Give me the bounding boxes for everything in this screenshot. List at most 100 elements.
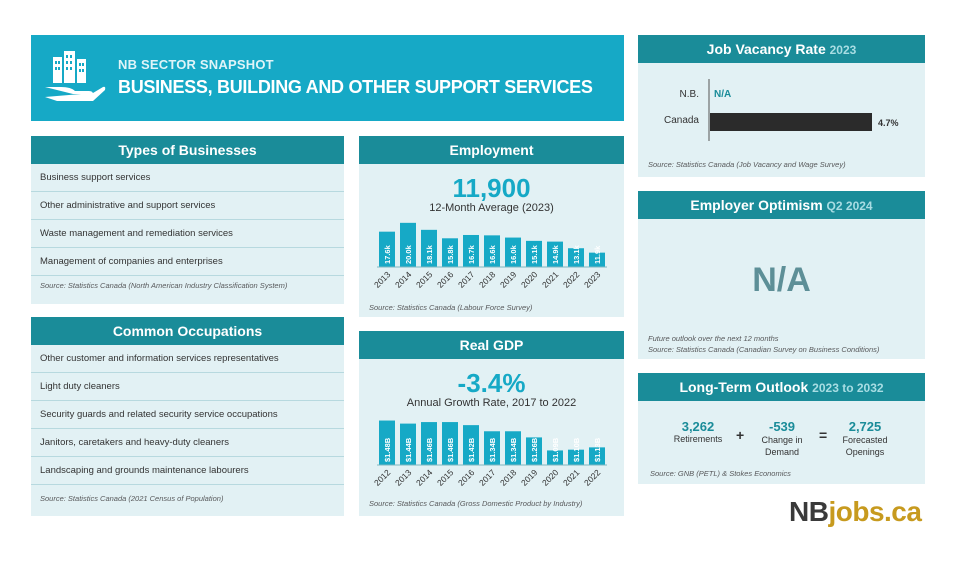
gdp-tick-label: 2021 [561, 467, 582, 488]
logo-jobs: jobs.ca [828, 496, 922, 527]
outlook-demand: -539 Change in Demand [750, 419, 814, 458]
vacancy-value-canada: 4.7% [878, 118, 899, 128]
gdp-tick-label: 2020 [540, 467, 561, 488]
types-heading: Types of Businesses [31, 136, 344, 164]
gdp-data-label: $1.09B [551, 437, 560, 462]
employment-data-label: 16.6k [488, 244, 497, 264]
list-item: Security guards and related security ser… [31, 401, 344, 429]
employment-bar [589, 252, 605, 267]
common-occupations-panel: Common Occupations Other customer and in… [31, 317, 344, 516]
buildings-in-hand-icon [45, 51, 106, 101]
gdp-tick-label: 2017 [477, 467, 498, 488]
outlook-source: Source: GNB (PETL) & Stokes Economics [650, 469, 791, 478]
long-term-outlook-panel: Long-Term Outlook 2023 to 2032 3,262 Ret… [638, 373, 925, 484]
demand-label-2: Demand [764, 447, 800, 457]
gdp-chart: $1.48B2012$1.44B2013$1.46B2014$1.46B2015… [372, 420, 607, 488]
optimism-heading: Employer Optimism Q2 2024 [638, 191, 925, 219]
employment-tick-label: 2020 [519, 269, 540, 290]
employment-bar [442, 238, 458, 267]
employment-data-label: 15.8k [446, 244, 455, 264]
employment-data-label: 16.0k [509, 244, 518, 264]
occupations-list: Other customer and information services … [31, 345, 344, 485]
employment-data-label: 15.1k [530, 244, 539, 264]
employment-value: 11,900 [452, 173, 531, 203]
demand-value: -539 [768, 419, 796, 434]
gdp-data-label: $1.42B [467, 437, 476, 462]
employment-bar [463, 234, 479, 267]
optimism-note: Future outlook over the next 12 months [648, 334, 779, 343]
employment-chart: 17.6k 2013 20.0k 2014 18.1k 2015 15.8k 2016 16.7… [372, 222, 607, 290]
list-item: Landscaping and grounds maintenance labo… [31, 457, 344, 485]
vacancy-chart: N.B. N/A Canada 4.7% [664, 79, 899, 141]
gdp-tick-label: 2022 [582, 467, 603, 488]
gdp-data-label: $1.13B [593, 437, 602, 462]
outlook-openings: 2,725 Forecasted Openings [832, 419, 898, 458]
employment-bar [568, 248, 584, 267]
occupations-source: Source: Statistics Canada (2021 Census o… [40, 494, 224, 503]
employment-bar [400, 222, 416, 267]
gdp-source: Source: Statistics Canada (Gross Domesti… [369, 499, 583, 508]
gdp-data-label: $1.34B [509, 437, 518, 462]
gdp-data-label: $1.34B [488, 437, 497, 462]
employment-bar [505, 237, 521, 267]
gdp-tick-label: 2012 [372, 467, 393, 488]
employment-tick-label: 2022 [561, 269, 582, 290]
gdp-caption: Annual Growth Rate, 2017 to 2022 [406, 397, 577, 409]
list-item: Other customer and information services … [31, 345, 344, 373]
vacancy-heading: Job Vacancy Rate 2023 [638, 35, 925, 63]
gdp-tick-label: 2014 [414, 467, 435, 488]
gdp-bar [547, 450, 563, 465]
list-item: Management of companies and enterprises [31, 248, 344, 276]
hero-banner: NB SECTOR SNAPSHOT BUSINESS, BUILDING AN… [31, 35, 624, 121]
optimism-heading-period: Q2 2024 [826, 199, 873, 213]
gdp-data-label: $1.44B [404, 437, 413, 462]
gdp-bar [421, 422, 437, 465]
list-item: Janitors, caretakers and heavy-duty clea… [31, 429, 344, 457]
job-vacancy-panel: Job Vacancy Rate 2023 N.B. N/A Canada 4.… [638, 35, 925, 177]
vacancy-heading-title: Job Vacancy Rate [706, 41, 826, 57]
gdp-value: -3.4% [457, 368, 526, 398]
gdp-tick-label: 2015 [435, 467, 456, 488]
gdp-data-label: $1.10B [572, 437, 581, 462]
gdp-bar [400, 423, 416, 465]
hero-title: BUSINESS, BUILDING AND OTHER SUPPORT SER… [118, 77, 593, 97]
outlook-heading: Long-Term Outlook 2023 to 2032 [638, 373, 925, 401]
plus-sign: + [736, 427, 745, 443]
employment-tick-label: 2015 [414, 269, 435, 290]
openings-label-2: Openings [845, 447, 885, 457]
retirements-value: 3,262 [681, 419, 715, 434]
gdp-bar [505, 431, 521, 465]
gdp-bar [379, 420, 395, 465]
real-gdp-panel: Real GDP -3.4% Annual Growth Rate, 2017 … [359, 331, 624, 516]
employment-tick-label: 2019 [498, 269, 519, 290]
vacancy-source: Source: Statistics Canada (Job Vacancy a… [648, 160, 846, 169]
employment-data-label: 14.9k [551, 244, 560, 264]
employment-bar [421, 229, 437, 267]
gdp-tick-label: 2019 [519, 467, 540, 488]
employment-data-label: 18.1k [425, 244, 434, 264]
equals-sign: = [819, 427, 828, 443]
employment-data-label: 17.6k [383, 244, 392, 264]
gdp-bar [463, 425, 479, 465]
gdp-data-label: $1.26B [530, 437, 539, 462]
employment-tick-label: 2023 [582, 269, 603, 290]
employment-caption: 12-Month Average (2023) [429, 202, 554, 214]
employment-bar [526, 240, 542, 267]
optimism-heading-title: Employer Optimism [690, 197, 823, 213]
hero-kicker: NB SECTOR SNAPSHOT [118, 57, 274, 72]
employment-tick-label: 2021 [540, 269, 561, 290]
employment-data-label: 13.1k [572, 244, 581, 264]
logo-nb: NB [789, 496, 829, 527]
optimism-source: Source: Statistics Canada (Canadian Surv… [648, 345, 880, 354]
list-item: Other administrative and support service… [31, 192, 344, 220]
types-list: Business support services Other administ… [31, 164, 344, 276]
gdp-tick-label: 2016 [456, 467, 477, 488]
employment-tick-label: 2013 [372, 269, 393, 290]
employment-data-label: 16.7k [467, 244, 476, 264]
list-item: Business support services [31, 164, 344, 192]
gdp-bar [568, 449, 584, 465]
gdp-data-label: $1.46B [446, 437, 455, 462]
list-item: Light duty cleaners [31, 373, 344, 401]
nbjobs-logo: NBjobs.ca [789, 496, 922, 528]
optimism-value: N/A [752, 261, 811, 299]
